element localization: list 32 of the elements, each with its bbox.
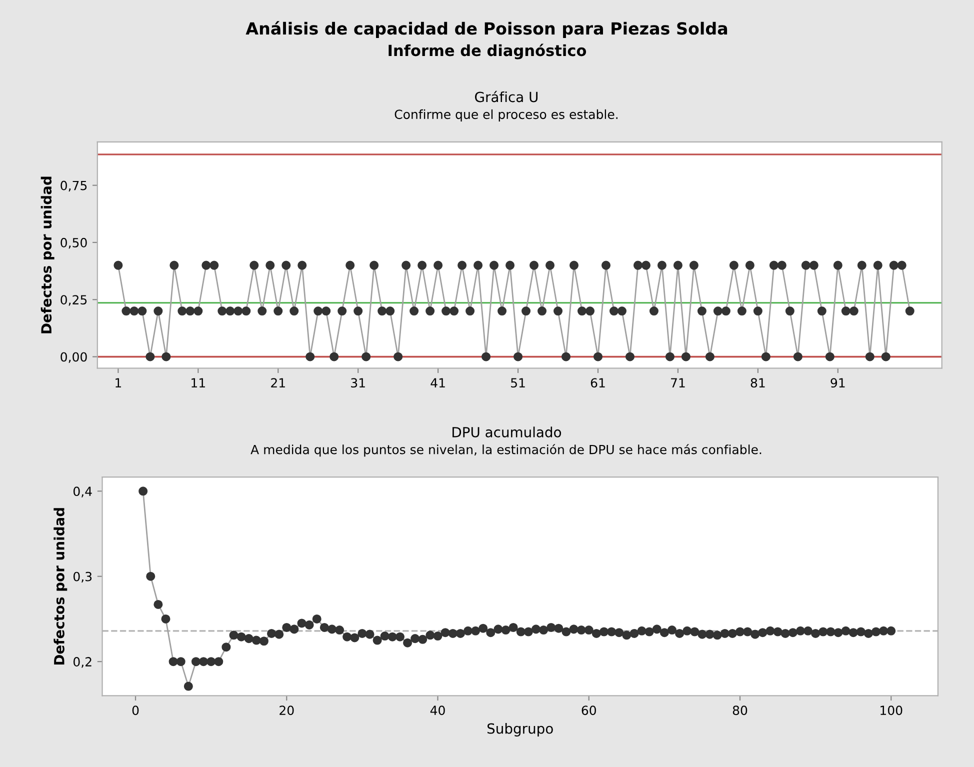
x-tick-label: 31 xyxy=(351,378,365,388)
y-tick-label: 0,2 xyxy=(73,657,92,668)
chart-subtitle: Confirme que el proceso es estable. xyxy=(394,109,618,122)
x-tick-label: 0 xyxy=(132,706,139,716)
x-tick-label: 81 xyxy=(750,378,765,388)
x-tick-label: 41 xyxy=(430,378,445,388)
chart-title: DPU acumulado xyxy=(452,426,562,438)
x-tick-label: 51 xyxy=(511,378,525,388)
y-tick-label: 0,75 xyxy=(60,180,87,192)
chart-subtitle: A medida que los puntos se nivelan, la estimación de DPU se hace más confiable. xyxy=(250,444,762,457)
x-tick-label: 61 xyxy=(590,378,605,388)
x-tick-label: 71 xyxy=(671,378,685,388)
x-tick-label: 100 xyxy=(880,706,902,716)
y-axis-title: Defectos por unidad xyxy=(54,508,68,665)
y-tick-label: 0,4 xyxy=(73,486,92,498)
x-tick-label: 20 xyxy=(280,706,294,716)
x-tick-label: 60 xyxy=(582,706,596,716)
x-tick-label: 40 xyxy=(430,706,445,716)
x-axis-title: Subgrupo xyxy=(487,723,553,736)
x-tick-label: 21 xyxy=(271,378,285,388)
y-tick-label: 0,25 xyxy=(60,295,87,306)
x-tick-label: 91 xyxy=(830,378,845,388)
y-axis-title: Defectos por unidad xyxy=(40,176,54,334)
text: Análisis de capacidad de Poisson para Piezas Solda xyxy=(246,21,728,38)
y-tick-label: 0,00 xyxy=(60,352,87,363)
x-tick-label: 1 xyxy=(116,378,122,388)
x-tick-label: 11 xyxy=(192,378,205,388)
y-tick-label: 0,50 xyxy=(60,238,87,249)
text: Informe de diagnóstico xyxy=(388,44,586,60)
chart-title: Gráfica U xyxy=(475,90,538,102)
y-tick-label: 0,3 xyxy=(73,572,92,583)
x-tick-label: 80 xyxy=(732,706,748,716)
